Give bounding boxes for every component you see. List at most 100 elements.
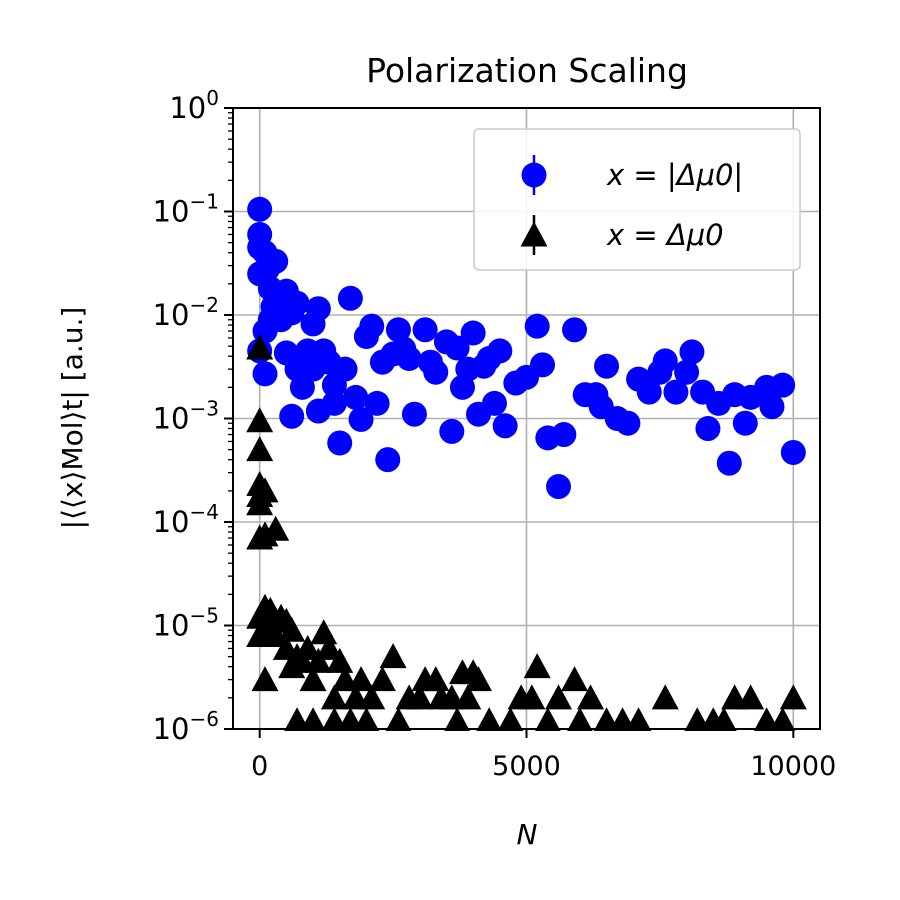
legend-entry: x = |Δμ0| [521, 155, 743, 195]
data-point-circle [439, 418, 465, 444]
data-point-circle [679, 339, 705, 365]
data-point-circle [375, 447, 401, 473]
data-point-circle [460, 320, 486, 346]
data-point-circle [487, 338, 513, 364]
data-point-circle [615, 410, 641, 436]
data-point-circle [636, 379, 662, 405]
data-point-triangle [523, 653, 551, 679]
x-axis-label: N [517, 818, 538, 851]
data-point-circle [594, 353, 620, 379]
data-point-triangle [315, 634, 343, 660]
data-point-circle [396, 345, 422, 371]
data-point-triangle [535, 707, 561, 731]
legend-label: x = |Δμ0| [606, 158, 743, 192]
data-point-circle [385, 317, 411, 343]
data-point-circle [337, 285, 363, 311]
y-tick-label: 10−4 [153, 500, 219, 539]
data-point-triangle [422, 666, 450, 692]
data-point-triangle [769, 707, 796, 731]
data-point-triangle [406, 684, 434, 710]
y-tick-label: 10−1 [153, 190, 219, 229]
data-point-circle [780, 439, 806, 465]
data-point-triangle [246, 334, 274, 360]
data-point-circle [716, 450, 742, 476]
data-point-circle [663, 379, 689, 405]
data-point-triangle [246, 407, 274, 433]
data-point-circle [364, 390, 390, 416]
data-point-triangle [246, 490, 274, 516]
data-point-triangle [246, 436, 274, 462]
data-point-triangle [368, 666, 396, 692]
data-point-triangle [304, 647, 332, 673]
data-point-triangle [251, 477, 279, 503]
y-tick-label: 10−5 [153, 604, 219, 643]
data-point-triangle [497, 707, 524, 731]
data-point-triangle [320, 684, 348, 710]
data-point-triangle [379, 643, 407, 669]
y-tick-label: 10−3 [153, 397, 219, 436]
y-tick-label: 100 [169, 86, 219, 125]
data-point-circle [759, 394, 785, 420]
data-point-circle [305, 296, 331, 322]
data-point-triangle [347, 666, 375, 692]
data-point-circle [674, 359, 700, 385]
data-point-circle [412, 317, 438, 343]
data-point-triangle [454, 684, 482, 710]
axes: 0 5000 10000 10−6 10−5 10−4 10−3 10−2 10−1 100 [153, 86, 837, 782]
data-point-circle [289, 374, 315, 400]
data-points [246, 196, 807, 731]
series-delta-mu [246, 334, 807, 731]
data-point-circle [359, 313, 385, 339]
data-point-circle [652, 348, 678, 374]
data-point-circle [348, 406, 374, 432]
data-point-triangle [385, 707, 412, 731]
legend: x = |Δμ0| x = Δμ0 [473, 128, 801, 271]
data-point-triangle [358, 684, 386, 710]
x-tick-label: 5000 [492, 751, 561, 782]
data-point-circle [492, 413, 518, 439]
data-point-triangle [577, 684, 605, 710]
data-point-circle [423, 359, 449, 385]
data-point-circle [343, 384, 369, 410]
x-tick-label: 0 [251, 751, 268, 782]
data-point-triangle [651, 684, 679, 710]
data-point-triangle [625, 707, 652, 731]
data-point-triangle [737, 684, 765, 710]
data-point-circle [551, 422, 577, 448]
data-point-circle [770, 372, 796, 398]
x-tick-label: 10000 [750, 751, 836, 782]
data-point-triangle [278, 616, 306, 642]
data-point-triangle [444, 707, 470, 731]
y-tick-label: 10−6 [153, 707, 219, 746]
data-point-triangle [464, 666, 492, 692]
data-point-triangle [299, 666, 327, 692]
data-point-triangle [545, 684, 573, 710]
legend-marker-circle [521, 162, 547, 188]
data-point-triangle [353, 707, 380, 731]
data-point-triangle [779, 684, 807, 710]
data-point-triangle [262, 515, 290, 541]
data-point-triangle [251, 666, 279, 692]
data-point-triangle [518, 684, 546, 710]
data-point-circle [247, 196, 273, 222]
data-point-circle [546, 474, 572, 500]
y-axis-label: |⟨⟨x⟩Mol⟩t| [a.u.] [56, 307, 89, 530]
data-point-circle [263, 248, 289, 274]
data-point-circle [562, 317, 588, 343]
data-point-triangle [711, 707, 737, 731]
series-abs-delta-mu [247, 196, 806, 500]
data-point-triangle [300, 707, 326, 731]
legend-entry: x = Δμ0 [520, 215, 724, 255]
data-point-triangle [476, 707, 502, 731]
data-point-circle [401, 401, 427, 427]
data-point-triangle [294, 634, 322, 660]
data-point-circle [695, 416, 721, 442]
data-point-circle [481, 390, 507, 416]
data-point-triangle [326, 647, 354, 673]
data-point-circle [321, 390, 347, 416]
data-point-circle [444, 335, 470, 361]
data-point-circle [524, 313, 550, 339]
data-point-triangle [567, 707, 593, 731]
data-point-circle [327, 430, 353, 456]
